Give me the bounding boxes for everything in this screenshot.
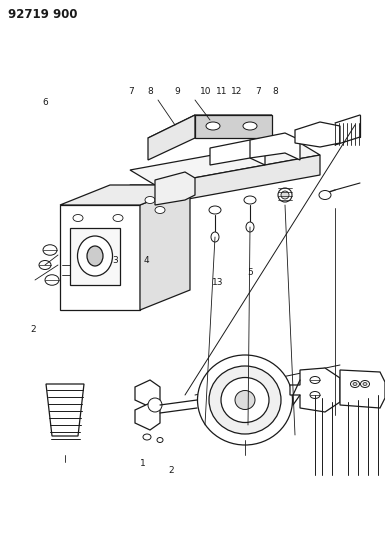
Ellipse shape: [209, 366, 281, 434]
Ellipse shape: [310, 376, 320, 384]
Ellipse shape: [360, 381, 370, 387]
Ellipse shape: [155, 206, 165, 214]
Text: 7: 7: [255, 87, 261, 96]
Ellipse shape: [278, 188, 292, 202]
Ellipse shape: [211, 232, 219, 242]
Polygon shape: [155, 172, 195, 205]
Text: 5: 5: [248, 269, 253, 277]
Polygon shape: [46, 384, 84, 436]
Ellipse shape: [73, 214, 83, 222]
Ellipse shape: [39, 261, 51, 270]
Polygon shape: [195, 115, 272, 138]
Text: 92719 900: 92719 900: [8, 8, 77, 21]
Polygon shape: [148, 115, 272, 138]
Polygon shape: [130, 140, 320, 185]
Polygon shape: [295, 122, 340, 147]
Ellipse shape: [77, 236, 112, 276]
Ellipse shape: [319, 190, 331, 199]
Ellipse shape: [145, 197, 155, 204]
Ellipse shape: [243, 122, 257, 130]
Text: 2: 2: [30, 325, 35, 334]
Polygon shape: [210, 140, 265, 165]
Text: 10: 10: [200, 87, 212, 96]
Ellipse shape: [43, 245, 57, 255]
Text: 8: 8: [147, 87, 153, 96]
Ellipse shape: [353, 383, 357, 385]
Polygon shape: [250, 133, 300, 160]
Ellipse shape: [87, 246, 103, 266]
Ellipse shape: [281, 191, 289, 199]
Text: 11: 11: [216, 87, 227, 96]
Ellipse shape: [221, 377, 269, 423]
Polygon shape: [70, 228, 120, 285]
Ellipse shape: [209, 206, 221, 214]
Ellipse shape: [310, 392, 320, 399]
Polygon shape: [290, 368, 340, 412]
Text: 1: 1: [140, 459, 145, 468]
Text: 3: 3: [113, 256, 118, 264]
Ellipse shape: [244, 196, 256, 204]
Text: 8: 8: [273, 87, 278, 96]
Ellipse shape: [350, 381, 360, 387]
Ellipse shape: [113, 214, 123, 222]
Ellipse shape: [363, 383, 367, 385]
Text: 12: 12: [231, 87, 243, 96]
Polygon shape: [340, 370, 385, 408]
Polygon shape: [60, 205, 140, 310]
Ellipse shape: [143, 434, 151, 440]
Text: 13: 13: [212, 278, 223, 287]
Text: 7: 7: [128, 87, 134, 96]
Polygon shape: [140, 185, 190, 310]
Text: 9: 9: [174, 87, 180, 96]
Text: 6: 6: [43, 98, 48, 107]
Text: 92719 900: 92719 900: [0, 532, 1, 533]
Text: 2: 2: [169, 466, 174, 474]
Ellipse shape: [246, 222, 254, 232]
Ellipse shape: [157, 438, 163, 442]
Ellipse shape: [206, 122, 220, 130]
Polygon shape: [130, 155, 320, 205]
Ellipse shape: [45, 274, 59, 285]
Polygon shape: [60, 185, 190, 205]
Text: 4: 4: [144, 256, 149, 264]
Ellipse shape: [198, 355, 293, 445]
Polygon shape: [135, 403, 160, 430]
Polygon shape: [148, 115, 195, 160]
Ellipse shape: [148, 398, 162, 412]
Polygon shape: [135, 380, 160, 407]
Ellipse shape: [235, 391, 255, 409]
